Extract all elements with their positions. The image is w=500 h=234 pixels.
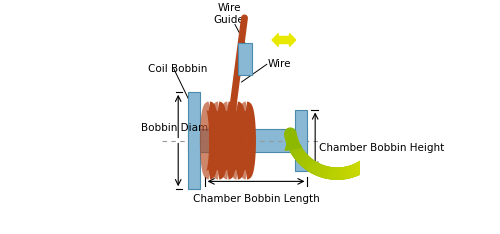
Text: Wire
Guide: Wire Guide (214, 3, 244, 25)
Bar (238, 43, 252, 75)
Text: Coil Bobbin: Coil Bobbin (148, 64, 208, 74)
Bar (188, 129, 308, 152)
Text: Wire: Wire (267, 59, 290, 69)
Bar (296, 110, 308, 172)
FancyArrow shape (282, 34, 296, 46)
Text: Chamber Bobbin Length: Chamber Bobbin Length (192, 194, 320, 204)
Bar (188, 92, 200, 189)
FancyArrow shape (272, 34, 282, 46)
FancyArrow shape (374, 131, 390, 147)
Text: Chamber Bobbin Height: Chamber Bobbin Height (319, 143, 444, 153)
Text: Bobbin Diameter: Bobbin Diameter (140, 123, 229, 133)
FancyArrow shape (285, 134, 302, 150)
